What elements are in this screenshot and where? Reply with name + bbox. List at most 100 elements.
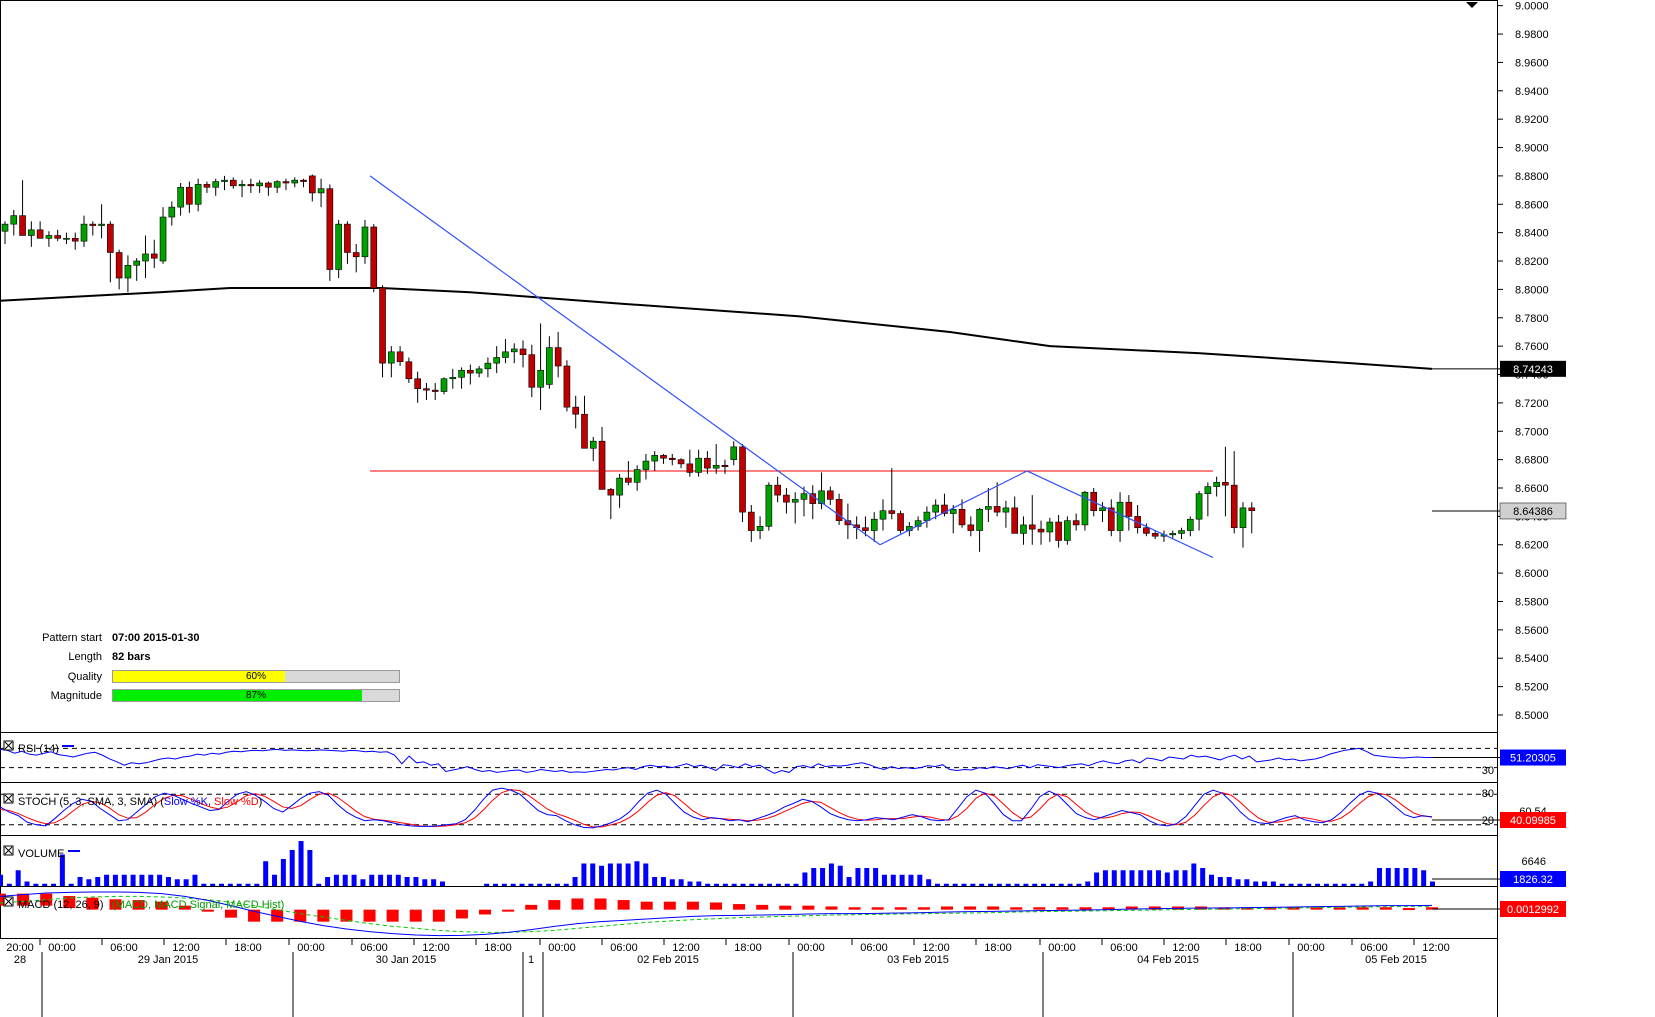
macd-hist-bar: [132, 900, 145, 910]
macd-hist-bar: [409, 909, 422, 922]
candle-body: [774, 484, 781, 496]
macd-pane: MACD (12, 26, 9) (MACD, MACD Signal, MACD…: [0, 891, 1566, 939]
time-tick-label: 00:00: [548, 942, 576, 954]
volume-bar: [855, 868, 861, 886]
candle-body: [352, 252, 360, 258]
scroll-marker-icon[interactable]: [1466, 2, 1478, 8]
volume-bar: [1173, 870, 1179, 886]
candle-body: [668, 457, 676, 460]
volume-bar: [272, 874, 278, 886]
candle-body: [238, 184, 246, 187]
volume-bar: [1147, 870, 1153, 886]
candle-body: [625, 477, 632, 483]
volume-bar: [236, 883, 242, 886]
macd-hist-bar: [710, 902, 722, 910]
candle-body: [115, 252, 123, 279]
volume-bar: [678, 879, 684, 886]
volume-bar: [1270, 881, 1276, 886]
macd-line: [0, 891, 1433, 937]
volume-bar: [1129, 870, 1135, 886]
volume-bar: [59, 854, 65, 886]
volume-bar: [130, 874, 136, 886]
candle-body: [581, 413, 588, 449]
time-tick-label: 00:00: [1048, 942, 1076, 954]
price-tick-label: 8.5400: [1515, 653, 1549, 665]
macd-hist-bar: [248, 909, 261, 922]
candle-body: [1239, 507, 1247, 529]
volume-bar: [1376, 868, 1382, 886]
volume-bar: [1288, 883, 1294, 886]
volume-bar: [864, 868, 870, 886]
time-tick-label: 12:00: [922, 942, 950, 954]
candle-body: [282, 181, 290, 184]
stoch-level-low-label: 20: [1482, 815, 1494, 827]
candle-body: [1107, 507, 1115, 531]
stoch-title-end: ): [259, 796, 263, 808]
volume-bar: [528, 883, 534, 886]
candle-body: [177, 186, 184, 208]
time-tick-label: 12:00: [672, 942, 700, 954]
last-price-tag: [1499, 502, 1567, 520]
time-tick-label: 18:00: [734, 942, 762, 954]
macd-hist-bar: [1056, 907, 1069, 910]
volume-bar: [988, 883, 994, 886]
macd-hist-bar: [479, 909, 492, 915]
volume-bar: [493, 883, 499, 886]
macd-hist-bar: [178, 905, 191, 910]
candle-body: [1072, 520, 1080, 526]
candle-body: [1, 223, 9, 232]
time-tick-label: 18:00: [484, 942, 512, 954]
rsi-title: RSI (14): [18, 743, 59, 755]
candle-body: [739, 446, 746, 513]
macd-hist-bar: [386, 909, 399, 922]
time-tick-label: 12:00: [1422, 942, 1450, 954]
ma-price-tag: [1500, 360, 1566, 377]
candle-body: [1064, 520, 1071, 541]
volume-bar: [767, 883, 773, 886]
volume-bar: [1226, 877, 1232, 886]
volume-bar: [1262, 881, 1268, 886]
price-tick-label: 9.0000: [1515, 1, 1549, 13]
ma-price-tag-label: 8.74243: [1513, 364, 1553, 376]
volume-bar: [1394, 868, 1400, 886]
close-pane-icon-cross: [4, 846, 13, 855]
macd-value-tag: [1500, 901, 1566, 917]
macd-hist-bar: [0, 893, 6, 906]
price-tick-label: 8.8800: [1515, 171, 1549, 183]
volume-bar: [846, 877, 852, 886]
volume-bar: [625, 863, 631, 886]
volume-bar: [77, 877, 83, 886]
candle-body: [633, 469, 641, 483]
candle-body: [888, 510, 896, 514]
price-tags: 8.74243 8.64386: [1432, 360, 1567, 520]
macd-hist-bar: [1033, 907, 1046, 910]
macd-hist-bar: [964, 906, 977, 910]
candle-body: [10, 215, 18, 225]
candle-body: [265, 182, 272, 188]
candle-body: [247, 184, 255, 187]
candle-body: [765, 484, 773, 527]
macd-hist-bar: [363, 909, 376, 922]
price-tick-label: 8.8400: [1515, 228, 1549, 240]
macd-hist-bar: [1148, 906, 1161, 910]
volume-max-label: 6646: [1522, 856, 1546, 868]
candle-body: [1046, 521, 1054, 533]
macd-hist-bar: [1356, 907, 1369, 910]
magnitude-bar: 87%: [112, 689, 400, 702]
macd-hist-bar: [201, 909, 214, 912]
volume-bar: [1209, 874, 1215, 886]
macd-hist-bar: [1333, 907, 1346, 910]
candle-body: [1055, 521, 1062, 541]
volume-bar: [1235, 879, 1241, 886]
price-tick-label: 8.9800: [1515, 29, 1549, 41]
volume-value-tag-label: 1826.32: [1513, 874, 1553, 886]
volume-bar: [1323, 883, 1329, 886]
candle-body: [862, 527, 869, 531]
stoch-level-high-label: 80: [1482, 788, 1494, 800]
time-tick-label: 20:00: [6, 942, 34, 954]
stoch-d-legend: Slow %D: [214, 796, 259, 808]
volume-bar: [943, 883, 949, 886]
volume-bar: [1279, 883, 1285, 886]
indicator-panes: RSI (14) 30 51.20305 STOCH (5, 3, SMA, 3, S…: [0, 740, 1566, 939]
candle-body: [203, 184, 211, 188]
